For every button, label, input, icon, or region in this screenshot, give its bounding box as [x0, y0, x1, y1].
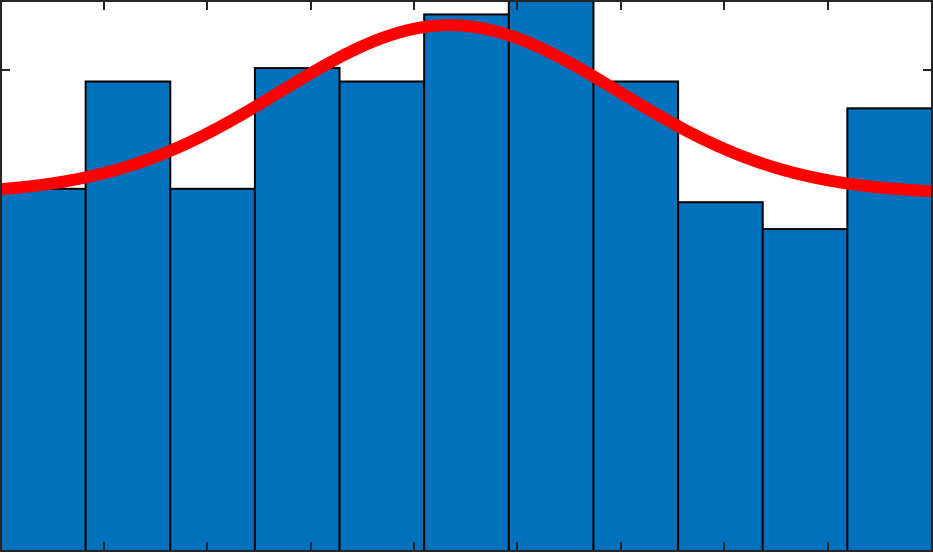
histogram-bar [338, 80, 426, 553]
histogram-bar [677, 201, 764, 552]
histogram-bar [846, 107, 933, 552]
histogram-bar [423, 13, 510, 553]
histogram-bar [761, 228, 849, 553]
fit-curve [0, 19, 933, 198]
histogram-bar [592, 80, 680, 553]
histogram-bar [507, 0, 595, 552]
histogram-bar [169, 187, 256, 552]
histogram-bar [0, 187, 87, 552]
histogram-bar [253, 67, 341, 552]
